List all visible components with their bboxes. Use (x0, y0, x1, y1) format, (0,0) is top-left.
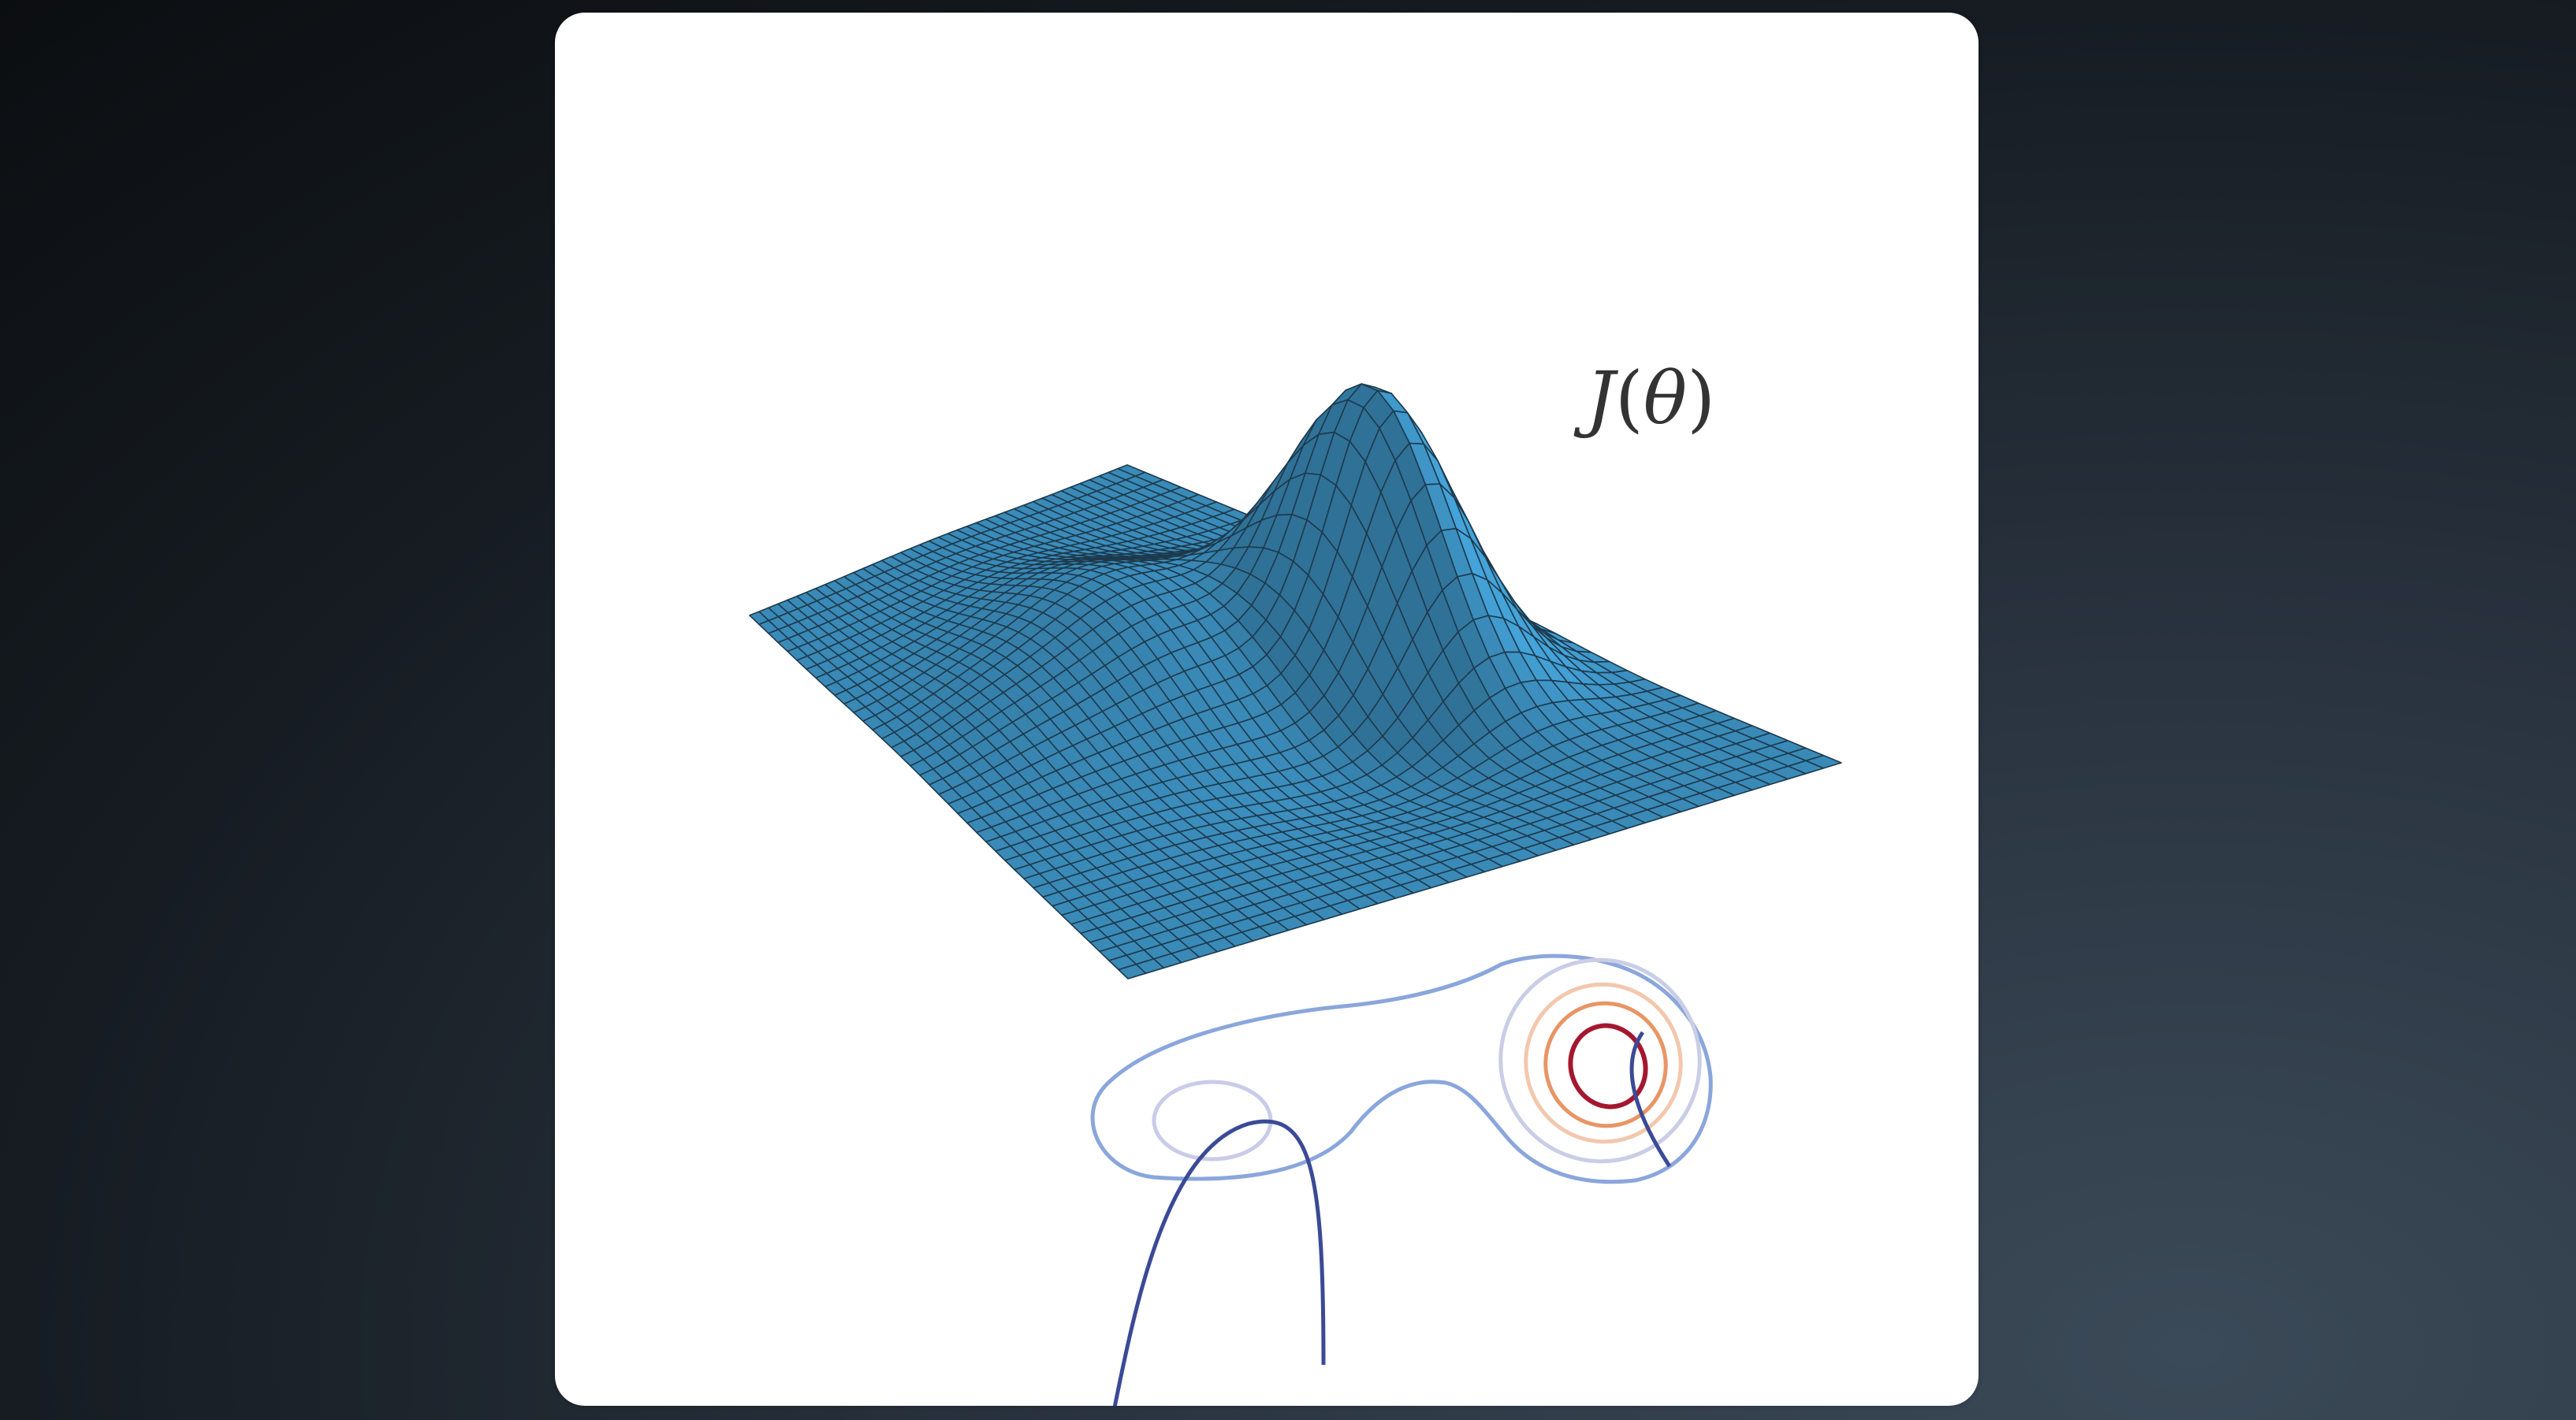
contour-right-arc (1629, 1031, 1672, 1168)
function-name: J (1586, 356, 1615, 440)
contour-ring-3 (1543, 1001, 1668, 1128)
contour-ring-4 (1568, 1023, 1648, 1110)
figure-svg (749, 383, 1842, 1406)
contour-ring-1 (1498, 957, 1702, 1164)
surface-plot (749, 383, 1842, 980)
contour-outer (1090, 953, 1713, 1184)
contour-arch (1112, 1119, 1326, 1406)
close-paren: ) (1687, 356, 1716, 440)
figure-card: J(θ) (555, 13, 1979, 1406)
contour-plot (1090, 953, 1713, 1406)
theta-symbol: θ (1643, 356, 1688, 440)
contour-ring-2 (1524, 982, 1683, 1144)
open-paren: ( (1614, 356, 1644, 440)
cost-function-label: J(θ) (1586, 362, 1715, 435)
surface-cell (1118, 963, 1147, 980)
